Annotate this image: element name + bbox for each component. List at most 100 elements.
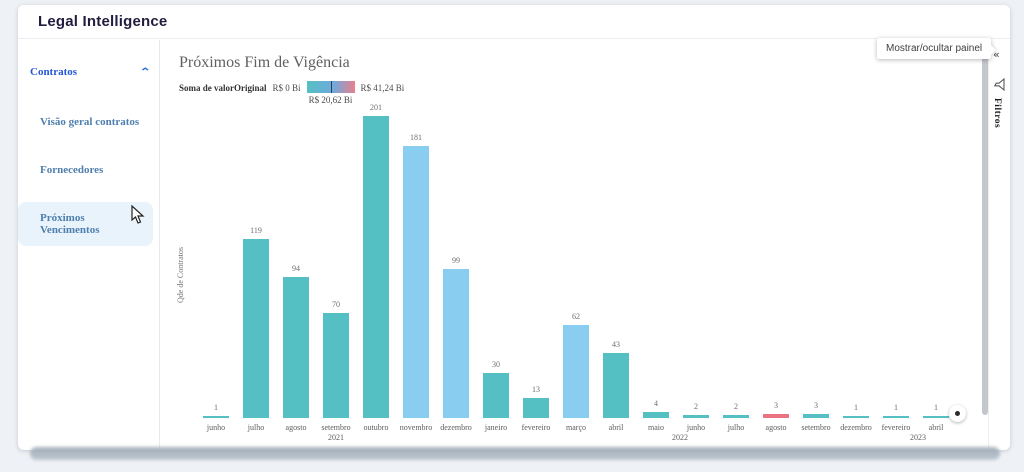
sidebar-section-label: Contratos — [30, 66, 78, 78]
x-axis-year-label: 2021 — [328, 433, 344, 442]
horizontal-scrollbar[interactable] — [30, 447, 1000, 460]
bar-janeiro-7[interactable] — [483, 372, 509, 418]
bar-value-label: 3 — [774, 400, 778, 410]
bar-junho-0[interactable] — [203, 416, 229, 418]
bar-slot: 70 setembro — [316, 116, 356, 432]
bar-value-label: 30 — [492, 359, 500, 369]
bar-value-label: 1 — [934, 403, 938, 412]
report-canvas: Próximos Fim de Vigência Soma de valorOr… — [160, 40, 988, 450]
bar-value-label: 119 — [250, 226, 262, 236]
bar-slot: 119 julho — [236, 116, 276, 432]
bar-value-label: 43 — [612, 340, 620, 350]
chart-legend: Soma de valorOriginal R$ 0 Bi R$ 20,62 B… — [179, 81, 405, 105]
filters-panel-collapsed[interactable]: « Filtros — [982, 40, 1010, 450]
x-axis-year-label: 2023 — [910, 433, 926, 442]
bar-março-9[interactable] — [563, 324, 589, 418]
bar-novembro-5[interactable] — [403, 146, 429, 418]
x-axis-tick-label: junho — [206, 423, 226, 432]
x-axis-tick-label: julho — [727, 423, 745, 432]
x-axis-tick-label: setembro — [321, 423, 351, 432]
tooltip-mostrar-ocultar-painel: Mostrar/ocultar painel — [877, 38, 997, 59]
bar-agosto-2[interactable] — [283, 276, 309, 418]
app-title: Legal Intelligence — [38, 13, 168, 30]
app-header: Legal Intelligence — [18, 5, 1010, 39]
vertical-scrollbar[interactable] — [982, 45, 988, 415]
sidebar-section-contratos[interactable]: Contratos ⌃ — [18, 66, 159, 78]
x-axis-tick-label: janeiro — [484, 423, 508, 432]
bar-slot: 1 abril — [916, 116, 956, 432]
bar-slot: 2 junho — [676, 116, 716, 432]
x-axis-tick-label: agosto — [285, 423, 307, 432]
bar-slot: 201 outubro — [356, 103, 396, 432]
x-axis-tick-label: novembro — [399, 423, 433, 432]
app-window: Legal Intelligence Contratos ⌃ Visão ger… — [18, 5, 1010, 450]
x-axis-tick-label: abril — [928, 423, 944, 432]
legend-midpoint-tick — [330, 81, 332, 93]
bar-slot: 30 janeiro — [476, 116, 516, 432]
bar-slot: 94 agosto — [276, 116, 316, 432]
bar-abril-18[interactable] — [923, 416, 949, 418]
x-axis-tick-label: março — [566, 423, 586, 432]
x-axis-tick-label: outubro — [363, 423, 389, 432]
x-axis-tick-label: junho — [686, 423, 706, 432]
bar-slot: 3 agosto — [756, 116, 796, 432]
tooltip-arrow — [991, 45, 997, 55]
sidebar-items: Visão geral contratos Fornecedores Próximo… — [18, 106, 159, 246]
bar-value-label: 62 — [572, 311, 580, 321]
bar-slot: 2 julho — [716, 116, 756, 432]
bar-dezembro-16[interactable] — [843, 416, 869, 418]
bar-slot: 1 fevereiro — [876, 116, 916, 432]
x-axis-tick-label: julho — [247, 423, 265, 432]
focus-dot-icon — [955, 411, 960, 416]
legend-gradient-wrap: R$ 20,62 Bi — [306, 81, 355, 105]
legend-min-value: R$ 0 Bi — [272, 83, 301, 93]
x-axis-tick-label: abril — [608, 423, 624, 432]
bar-chart-plot: 1 junho 119 julho 94 agosto 70 setembro 201 outub… — [196, 103, 956, 442]
bar-slot: 1 dezembro — [836, 116, 876, 432]
legend-max-value: R$ 41,24 Bi — [360, 83, 405, 93]
bar-maio-11[interactable] — [643, 412, 669, 418]
x-axis-tick-label: fevereiro — [881, 423, 911, 432]
bar-julho-1[interactable] — [243, 239, 269, 418]
sidebar: Contratos ⌃ Visão geral contratos Fornece… — [18, 40, 160, 450]
bar-value-label: 1 — [894, 403, 898, 412]
app-body: Contratos ⌃ Visão geral contratos Fornece… — [18, 40, 1010, 450]
bar-slot: 4 maio — [636, 116, 676, 432]
tooltip-text: Mostrar/ocultar painel — [886, 43, 983, 54]
x-axis-tick-label: setembro — [801, 423, 831, 432]
bar-value-label: 181 — [410, 133, 422, 143]
expand-panel-chevron-icon[interactable]: « — [993, 48, 1000, 61]
bar-value-label: 99 — [452, 256, 460, 266]
x-axis-tick-label: dezembro — [440, 423, 472, 432]
filter-funnel-icon[interactable] — [993, 77, 1006, 96]
bar-slot: 3 setembro — [796, 116, 836, 433]
bar-junho-12[interactable] — [683, 415, 709, 418]
bar-value-label: 2 — [734, 402, 738, 411]
filters-panel-label: Filtros — [992, 98, 1002, 129]
bar-setembro-3[interactable] — [323, 312, 349, 418]
bar-outubro-4[interactable] — [363, 116, 389, 418]
bar-setembro-15[interactable] — [803, 413, 829, 418]
y-axis-label: Qde de Contratos — [176, 247, 185, 303]
sidebar-item-1[interactable]: Fornecedores — [40, 164, 104, 176]
sidebar-item-0[interactable]: Visão geral contratos — [40, 116, 140, 128]
focus-mode-button[interactable] — [949, 405, 966, 422]
bar-slot: 99 dezembro — [436, 116, 476, 432]
bar-slot: 13 fevereiro — [516, 116, 556, 432]
bar-fevereiro-8[interactable] — [523, 398, 549, 418]
bar-julho-13[interactable] — [723, 415, 749, 418]
chevron-up-icon[interactable]: ⌃ — [138, 66, 151, 78]
bar-dezembro-6[interactable] — [443, 269, 469, 418]
x-axis-tick-label: fevereiro — [521, 423, 551, 432]
x-axis-year-label: 2022 — [672, 433, 688, 442]
x-axis-tick-label: maio — [648, 423, 664, 432]
legend-measure-label: Soma de valorOriginal — [179, 83, 267, 93]
bar-value-label: 4 — [654, 399, 658, 408]
bar-slot: 181 novembro — [396, 116, 436, 432]
bar-abril-10[interactable] — [603, 353, 629, 418]
bar-fevereiro-17[interactable] — [883, 416, 909, 418]
bar-value-label: 1 — [214, 403, 218, 412]
bar-agosto-14[interactable] — [763, 413, 789, 418]
chart-title: Próximos Fim de Vigência — [179, 54, 350, 71]
sidebar-item-2[interactable]: Próximos Vencimentos — [18, 202, 153, 246]
